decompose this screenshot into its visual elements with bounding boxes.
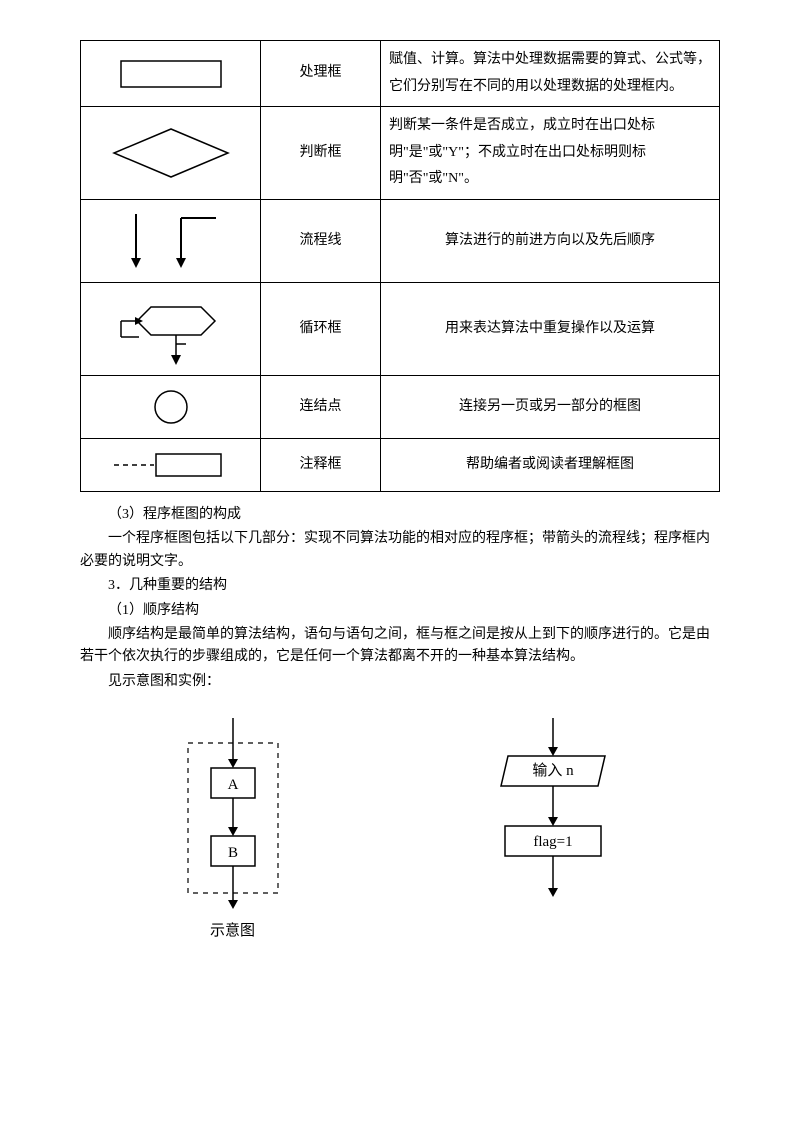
desc-cell: 算法进行的前进方向以及先后顺序 <box>381 199 720 282</box>
flowline-icon <box>89 206 252 276</box>
symbol-cell-rect <box>81 41 261 107</box>
paragraph-p3: 3．几种重要的结构 <box>80 575 720 597</box>
desc-cell: 赋值、计算。算法中处理数据需要的算式、公式等，它们分别写在不同的用以处理数据的处… <box>381 41 720 107</box>
table-row: 连结点 连接另一页或另一部分的框图 <box>81 375 720 438</box>
svg-text:B: B <box>227 845 237 861</box>
table-row: 循环框 用来表达算法中重复操作以及运算 <box>81 282 720 375</box>
symbol-cell-flowline <box>81 199 261 282</box>
diagram-sequential: A B 示意图 <box>158 713 308 943</box>
name-cell: 循环框 <box>261 282 381 375</box>
svg-text:flag=1: flag=1 <box>533 834 572 850</box>
desc-cell: 用来表达算法中重复操作以及运算 <box>381 282 720 375</box>
annotation-icon <box>89 445 252 485</box>
desc-cell: 判断某一条件是否成立，成立时在出口处标明"是"或"Y"；不成立时在出口处标明则标… <box>381 107 720 200</box>
svg-text:A: A <box>227 777 238 793</box>
name-cell: 处理框 <box>261 41 381 107</box>
diagram-example: 输入 n flag=1 <box>463 713 643 943</box>
diagram-label: 示意图 <box>210 919 255 943</box>
desc-cell: 帮助编者或阅读者理解框图 <box>381 438 720 491</box>
diagrams-row: A B 示意图 输入 n flag=1 <box>80 713 720 943</box>
symbol-cell-annotation <box>81 438 261 491</box>
desc-cell: 连接另一页或另一部分的框图 <box>381 375 720 438</box>
paragraph-p5: 顺序结构是最简单的算法结构，语句与语句之间，框与框之间是按从上到下的顺序进行的。… <box>80 624 720 669</box>
rect-icon <box>89 54 252 94</box>
symbol-cell-connector <box>81 375 261 438</box>
name-cell: 连结点 <box>261 375 381 438</box>
paragraph-p6: 见示意图和实例： <box>80 671 720 693</box>
table-row: 判断框 判断某一条件是否成立，成立时在出口处标明"是"或"Y"；不成立时在出口处… <box>81 107 720 200</box>
name-cell: 判断框 <box>261 107 381 200</box>
table-row: 处理框 赋值、计算。算法中处理数据需要的算式、公式等，它们分别写在不同的用以处理… <box>81 41 720 107</box>
table-row: 注释框 帮助编者或阅读者理解框图 <box>81 438 720 491</box>
name-cell: 流程线 <box>261 199 381 282</box>
symbol-cell-diamond <box>81 107 261 200</box>
name-cell: 注释框 <box>261 438 381 491</box>
sequential-diagram-svg: A B <box>158 713 308 913</box>
connector-icon <box>89 382 252 432</box>
paragraph-p1: （3）程序框图的构成 <box>80 504 720 526</box>
paragraph-p2: 一个程序框图包括以下几部分：实现不同算法功能的相对应的程序框；带箭头的流程线；程… <box>80 528 720 573</box>
example-diagram-svg: 输入 n flag=1 <box>463 713 643 913</box>
svg-text:输入 n: 输入 n <box>532 762 574 779</box>
flowchart-symbols-table: 处理框 赋值、计算。算法中处理数据需要的算式、公式等，它们分别写在不同的用以处理… <box>80 40 720 492</box>
loop-icon <box>89 289 252 369</box>
table-row: 流程线 算法进行的前进方向以及先后顺序 <box>81 199 720 282</box>
paragraph-p4: （1）顺序结构 <box>80 600 720 622</box>
symbol-cell-loop <box>81 282 261 375</box>
diamond-icon <box>89 123 252 183</box>
